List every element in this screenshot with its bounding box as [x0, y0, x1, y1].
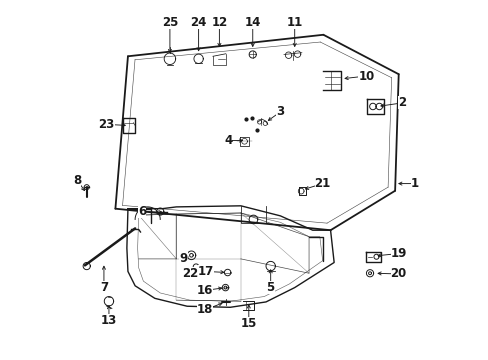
Text: 13: 13 — [101, 314, 117, 327]
Text: 21: 21 — [314, 177, 330, 190]
Text: 9: 9 — [179, 252, 187, 265]
Text: 24: 24 — [190, 17, 206, 30]
Text: 4: 4 — [224, 134, 232, 147]
Text: 10: 10 — [358, 69, 374, 82]
Text: 11: 11 — [286, 17, 302, 30]
Text: 20: 20 — [390, 267, 406, 280]
Text: 8: 8 — [73, 174, 81, 186]
Text: 17: 17 — [198, 265, 214, 278]
Text: 1: 1 — [410, 177, 418, 190]
Text: 12: 12 — [211, 17, 227, 30]
Text: 14: 14 — [244, 17, 261, 30]
Text: 7: 7 — [100, 281, 108, 294]
Text: 5: 5 — [266, 281, 274, 294]
Text: 19: 19 — [390, 247, 406, 260]
Text: 18: 18 — [197, 303, 213, 316]
Text: 23: 23 — [98, 118, 114, 131]
Text: 16: 16 — [197, 284, 213, 297]
Text: 22: 22 — [182, 267, 198, 280]
Text: 2: 2 — [397, 96, 406, 109]
Polygon shape — [84, 185, 89, 190]
Text: 15: 15 — [240, 317, 257, 330]
Text: 3: 3 — [276, 105, 284, 118]
Text: 25: 25 — [162, 17, 178, 30]
Text: 6: 6 — [138, 205, 146, 218]
